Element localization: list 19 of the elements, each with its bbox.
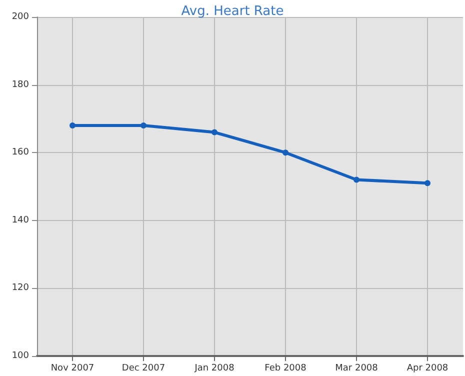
point bbox=[140, 122, 146, 128]
point bbox=[354, 176, 360, 183]
y-tick-label: 200 bbox=[12, 12, 30, 22]
point bbox=[424, 180, 430, 186]
point bbox=[282, 150, 288, 156]
point bbox=[212, 129, 218, 136]
y-tick-label: 180 bbox=[12, 80, 30, 90]
x-tick-label: Feb 2008 bbox=[264, 364, 307, 374]
x-tick-label: Nov 2007 bbox=[50, 364, 94, 374]
x-tick-label: Mar 2008 bbox=[335, 364, 378, 374]
y-tick-label: 140 bbox=[12, 215, 30, 226]
y-tick-label: 160 bbox=[12, 148, 30, 158]
y-tick-label: 120 bbox=[12, 283, 30, 294]
x-tick-label: Apr 2008 bbox=[406, 364, 448, 374]
y-tick-label: 100 bbox=[12, 351, 30, 361]
chart-title: Avg. Heart Rate bbox=[181, 4, 284, 19]
point bbox=[70, 122, 76, 128]
x-tick-label: Jan 2008 bbox=[194, 364, 235, 374]
x-tick-label: Dec 2007 bbox=[122, 364, 166, 374]
